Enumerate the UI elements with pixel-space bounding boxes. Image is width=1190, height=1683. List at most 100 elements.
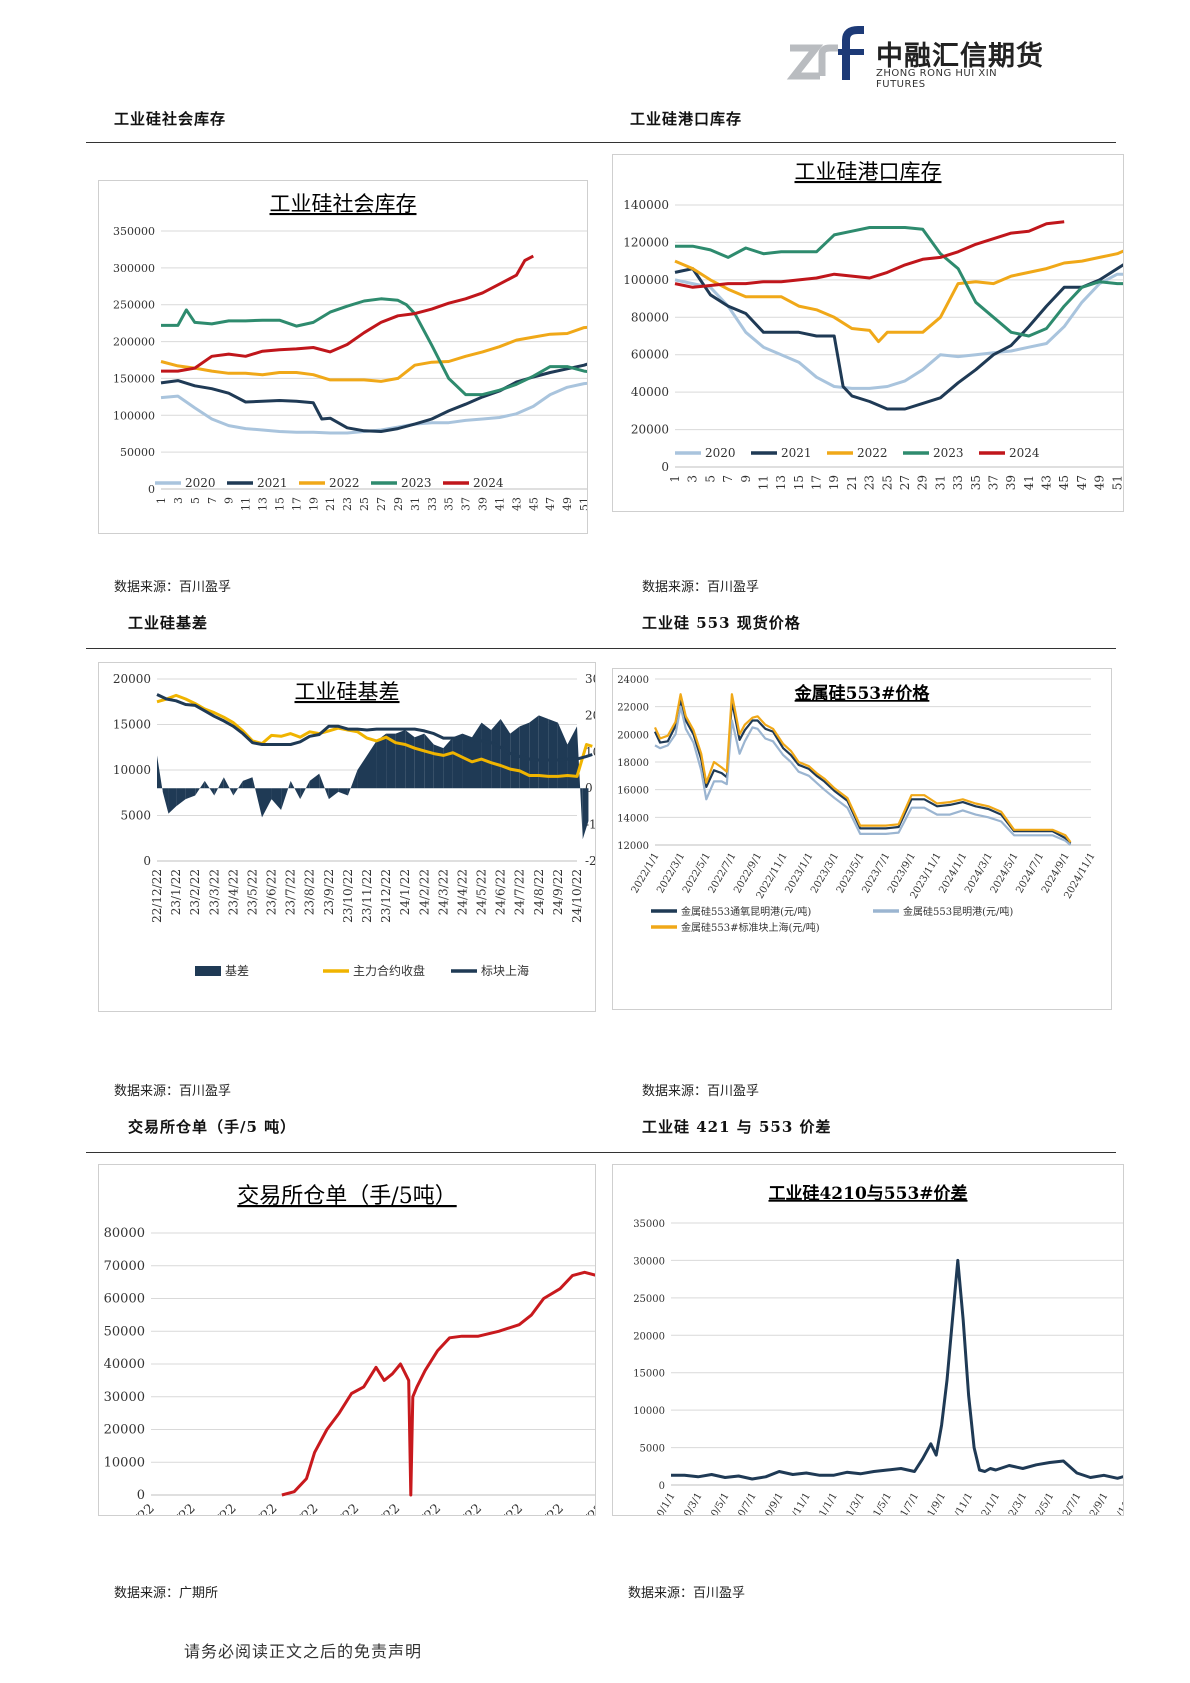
basis-bar [271, 788, 282, 811]
basis-bar [357, 755, 367, 789]
x-tick-label: 2022/7/1 [1051, 1491, 1083, 1515]
x-tick-label: 24/10/22 [570, 869, 584, 923]
x-tick-label: 23/12/22 [379, 869, 393, 923]
x-tick-label: 23/11/22 [360, 869, 374, 923]
x-tick-label: 13 [774, 475, 788, 490]
basis-bar [176, 788, 186, 807]
basis-bar [548, 719, 558, 789]
x-tick-label: 3 [172, 497, 185, 504]
x-tick-label: 27 [375, 497, 388, 511]
chart-svg: 工业硅4210与553#价差 0 5000 10000 15000 20000 25000 3… [633, 1183, 1123, 1515]
x-tick-label: 2022/3/1 [997, 1491, 1029, 1515]
x-tick-label: 25 [358, 497, 371, 511]
chart-title: 工业硅港口库存 [795, 160, 942, 184]
section-title: 交易所仓单（手/5 吨） [128, 1118, 297, 1136]
basis-bar [500, 719, 511, 789]
basis-bar [491, 719, 501, 789]
chart-svg: 交易所仓单（手/5吨） 0 10000 20000 30000 40000 50000 600… [104, 1184, 595, 1515]
x-tick-label: 2022/9/1 [1079, 1491, 1111, 1515]
x-tick-label: 45 [527, 497, 540, 511]
y-tick-label: 22000 [617, 703, 649, 714]
x-tick-label: 2022/1/1 [970, 1491, 1002, 1515]
x-tick-label: 15 [273, 497, 286, 511]
data-source: 数据来源：广期所 [114, 1586, 219, 1601]
y-tick-label: 70000 [104, 1259, 145, 1274]
series-line [160, 381, 587, 435]
x-tick-label: 25 [880, 475, 894, 490]
x-tick-label: 23/4/22 [194, 1501, 240, 1515]
x-tick-label: 37 [986, 475, 1000, 490]
legend-label: 2023 [401, 476, 432, 490]
x-tick-label: 24/6/22 [480, 1501, 526, 1515]
x-tick-label: 47 [544, 497, 557, 511]
x-tick-label: 11 [756, 475, 770, 490]
basis-bar [319, 773, 329, 800]
basis-bar [338, 788, 348, 796]
disclaimer-footer: 请务必阅读正文之后的免责声明 [184, 1642, 423, 1661]
legend-label: 主力合约收盘 [353, 963, 425, 978]
basis-bar [557, 722, 568, 789]
y-tick-label: 350000 [113, 225, 155, 238]
x-tick-label: 24/6/22 [494, 869, 508, 915]
y-tick-label: 0 [659, 1481, 665, 1492]
x-tick-label: 5 [189, 497, 202, 504]
y-tick-label: 15000 [113, 718, 151, 732]
x-tick-label: 19 [827, 475, 841, 490]
y-tick-label: 250000 [113, 299, 155, 312]
series-line [674, 249, 1123, 344]
section-title: 工业硅社会库存 [114, 110, 227, 128]
y-tick-label: 20000 [617, 730, 649, 741]
x-tick-label: 19 [307, 497, 320, 511]
section-divider [86, 1152, 1116, 1153]
y-tick-label: 100000 [113, 409, 155, 422]
x-tick-label: 22/12/22 [150, 869, 164, 923]
chart-title: 工业硅4210与553#价差 [768, 1183, 967, 1204]
x-tick-label: 23/8/22 [275, 1501, 321, 1515]
basis-bar [262, 788, 272, 818]
basis-bar [281, 780, 291, 811]
x-tick-label: 23/8/22 [303, 869, 317, 915]
x-tick-label: 39 [477, 497, 490, 511]
basis-bar [395, 729, 406, 789]
series-line [160, 325, 587, 383]
basis-bar [347, 770, 358, 796]
series-line [671, 1258, 1123, 1481]
x-tick-label: 43 [1040, 475, 1054, 490]
y-tick-label: 0 [143, 854, 151, 868]
y2-tick-label: 2000 [585, 708, 595, 722]
x-tick-label: 2021/3/1 [835, 1491, 867, 1515]
y-tick-label: 20000 [113, 672, 151, 686]
basis-bar [577, 726, 583, 840]
chart-title: 交易所仓单（手/5吨） [237, 1184, 456, 1209]
x-tick-label: 23/7/22 [284, 869, 298, 915]
x-tick-label: 41 [1022, 475, 1036, 490]
basis-bar [529, 715, 539, 789]
basis-bar [214, 777, 224, 796]
x-tick-label: 27 [898, 475, 912, 490]
x-tick-label: 35 [443, 497, 456, 511]
y-tick-label: 20000 [104, 1423, 145, 1438]
series-line [156, 693, 593, 778]
section-title: 工业硅 421 与 553 价差 [642, 1118, 832, 1136]
series-line [160, 362, 587, 433]
x-tick-label: 2020/11/1 [778, 1491, 813, 1515]
x-tick-label: 23/2/22 [153, 1501, 199, 1515]
series-line [674, 220, 1065, 289]
x-tick-label: 24/2/22 [398, 1501, 444, 1515]
y-tick-label: 20000 [631, 423, 669, 437]
chart-svg: 金属硅553#价格 12000 14000 16000 18000 20000 22000 2… [617, 675, 1097, 934]
y-tick-label: 10000 [113, 763, 151, 777]
company-name-en: ZHONG RONG HUI XIN FUTURES [876, 68, 998, 90]
x-tick-label: 29 [392, 497, 405, 511]
y-tick-label: 80000 [631, 310, 669, 324]
x-tick-label: 2021/7/1 [889, 1491, 921, 1515]
x-tick-label: 23/1/22 [169, 869, 183, 915]
section-title: 工业硅基差 [128, 614, 209, 632]
y-tick-label: 60000 [104, 1292, 145, 1307]
x-tick-label: 2020/3/1 [673, 1491, 705, 1515]
y-tick-label: 35000 [633, 1219, 665, 1230]
series-line [674, 263, 1123, 411]
x-tick-label: 35 [969, 475, 983, 490]
y-tick-label: 0 [137, 1488, 145, 1503]
x-tick-label: 47 [1075, 475, 1089, 490]
